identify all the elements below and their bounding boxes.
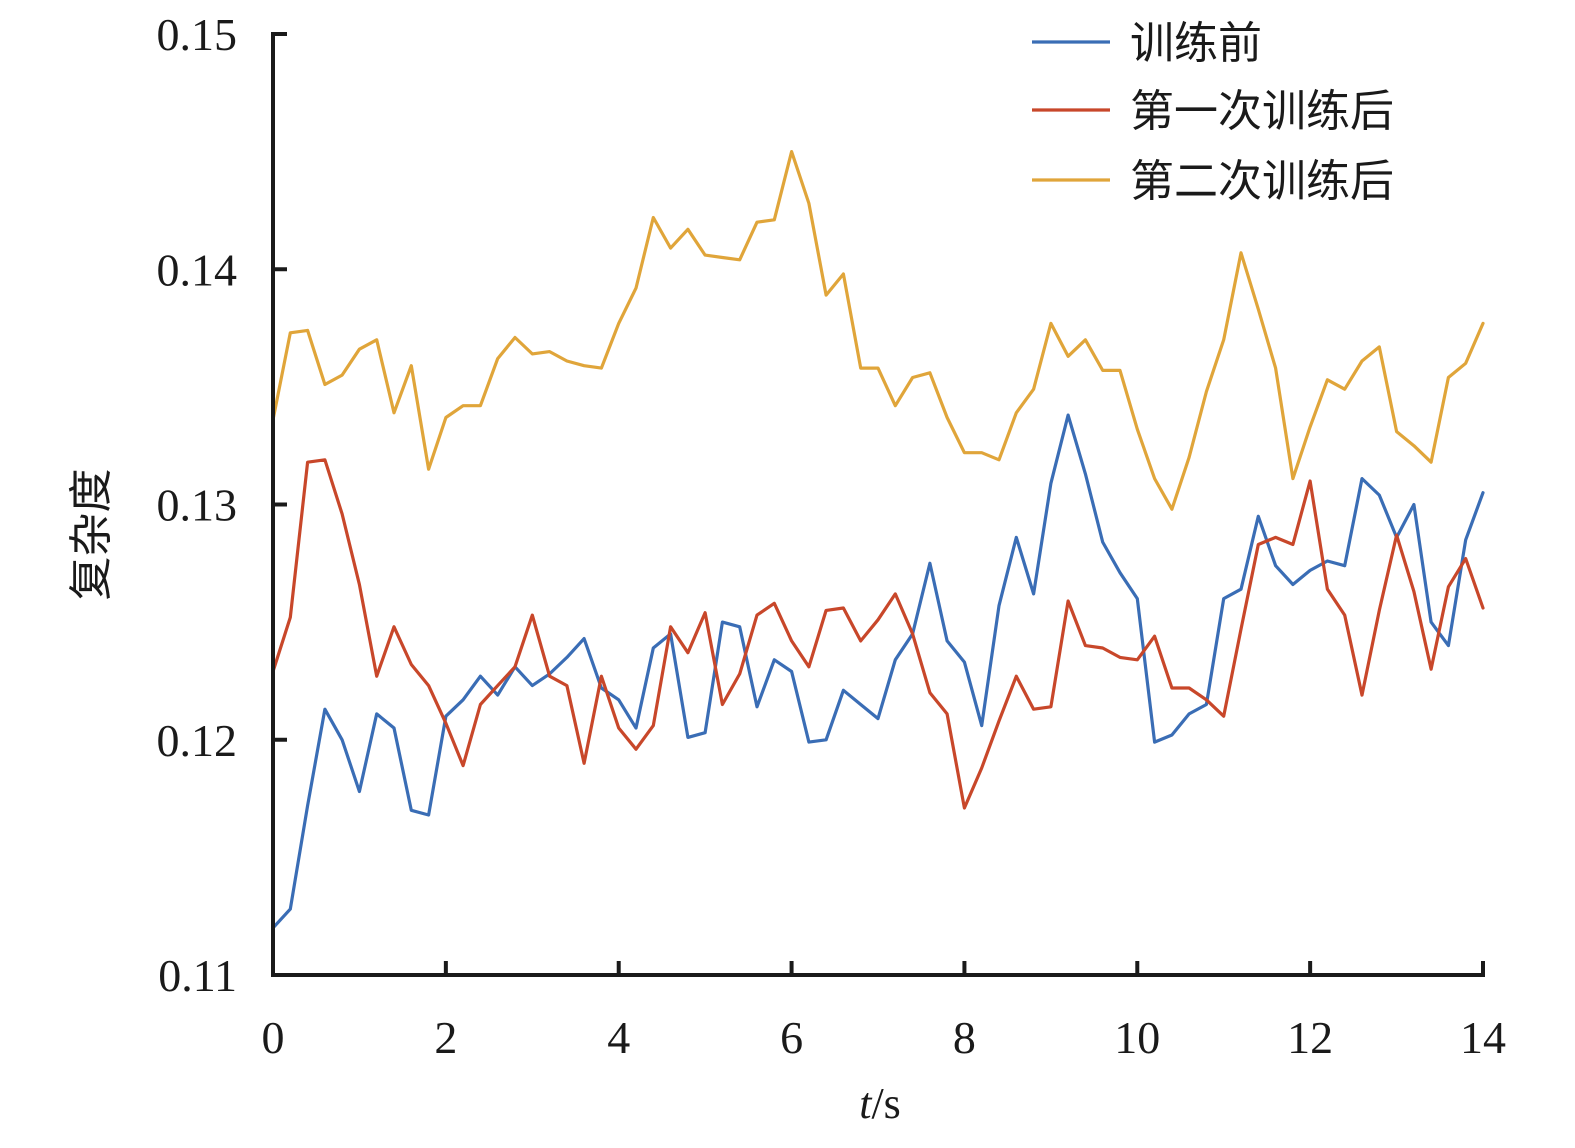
x-axis-label-unit: /s [871,1079,900,1128]
x-tick-label: 10 [1114,1012,1160,1063]
y-tick-label: 0.11 [158,950,237,1001]
x-tick-label: 8 [953,1012,976,1063]
x-ticks: 0 2 4 6 8 10 12 14 [262,961,1506,1063]
series-line-1 [271,458,1485,810]
x-tick-label: 12 [1287,1012,1333,1063]
x-tick-label: 6 [780,1012,803,1063]
y-tick-label: 0.15 [157,9,238,60]
x-tick-label: 0 [262,1012,285,1063]
x-tick-label: 14 [1460,1012,1506,1063]
y-tick-label: 0.14 [157,244,238,295]
series-line-2 [271,150,1485,511]
y-ticks: 0.11 0.12 0.13 0.14 0.15 [157,9,287,1001]
legend-label: 训练前 [1130,18,1262,69]
x-tick-label: 2 [434,1012,457,1063]
x-tick-label: 4 [607,1012,630,1063]
y-tick-label: 0.12 [157,715,238,766]
series-line-0 [271,413,1485,930]
legend-label: 第一次训练后 [1130,86,1394,137]
x-axis-label: t/s [859,1079,901,1128]
x-axis-label-var: t [859,1079,873,1128]
y-tick-label: 0.13 [157,480,238,531]
plot-lines [271,150,1485,930]
legend-label: 第二次训练后 [1130,156,1394,207]
y-axis-label: 复杂度 [66,469,117,601]
